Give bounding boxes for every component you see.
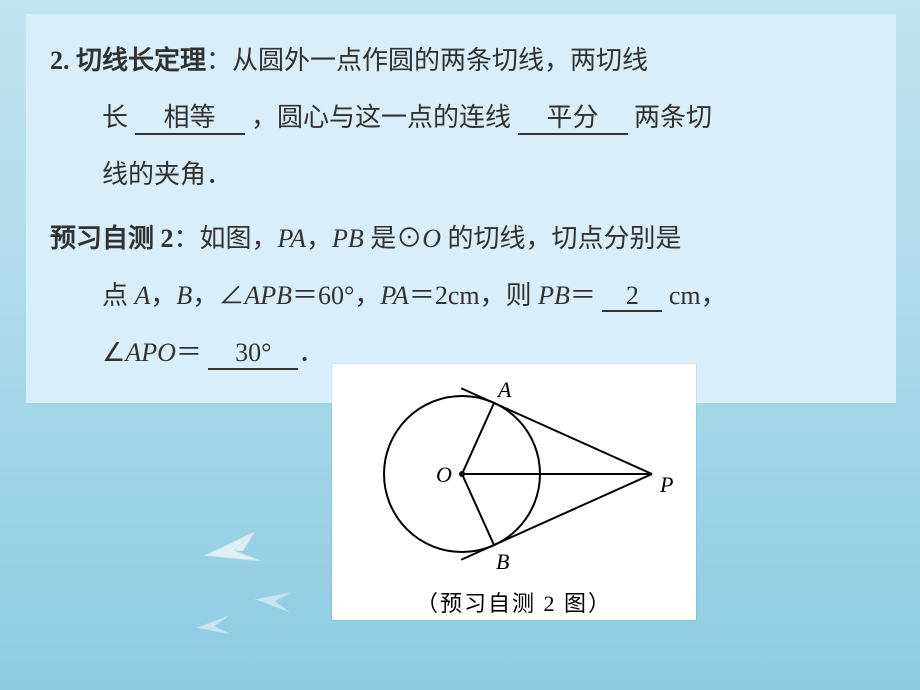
text: ＝60°， [292, 281, 380, 310]
var-PA: PA [380, 281, 408, 310]
text: ＝ [176, 338, 202, 367]
sep: ： [174, 224, 200, 253]
item-title: 切线长定理 [76, 46, 206, 75]
text: 线的夹角． [50, 146, 872, 203]
text: cm， [662, 281, 726, 310]
figure-box: A B O P （预习自测 2 图） [332, 364, 696, 620]
blank-answer-apo: 30° [208, 339, 298, 370]
text: 两条切 [634, 103, 712, 132]
text: ， [306, 224, 332, 253]
tangent-figure: A B O P [332, 364, 696, 584]
item-2: 2. 切线长定理：从圆外一点作圆的两条切线，两切线 长 相等 ，圆心与这一点的连… [50, 32, 872, 204]
figure-caption: （预习自测 2 图） [332, 584, 696, 618]
text: ， [150, 281, 176, 310]
sep: ： [206, 46, 232, 75]
var-PB: PB [332, 224, 364, 253]
paper-plane-decor [253, 587, 297, 618]
var-PA: PA [278, 224, 306, 253]
text: 的切线，切点分别是 [441, 224, 682, 253]
paper-plane-decor [195, 613, 236, 641]
text: 从圆外一点作圆的两条切线，两切线 [232, 46, 648, 75]
preview-selftest-2: 预习自测 2：如图，PA，PB 是⊙O 的切线，切点分别是 点 A，B，∠APB… [50, 210, 872, 382]
blank-answer-equal: 相等 [135, 104, 245, 135]
svg-text:P: P [659, 472, 673, 497]
var-B: B [176, 281, 192, 310]
text: ，∠ [192, 281, 244, 310]
text: 如图， [200, 224, 278, 253]
text: ＝2cm，则 [409, 281, 538, 310]
svg-text:B: B [496, 549, 509, 574]
blank-answer-pb: 2 [602, 282, 662, 313]
text: 长 [102, 103, 128, 132]
svg-text:O: O [436, 462, 452, 487]
var-PB: PB [538, 281, 570, 310]
var-APO: APO [125, 338, 176, 367]
text-card: 2. 切线长定理：从圆外一点作圆的两条切线，两切线 长 相等 ，圆心与这一点的连… [26, 14, 896, 403]
var-O: O [422, 224, 441, 253]
text: ． [298, 338, 324, 367]
text: ，圆心与这一点的连线 [251, 103, 511, 132]
text: ∠ [102, 338, 125, 367]
heading: 预习自测 2 [50, 224, 174, 253]
text: 是⊙ [364, 224, 423, 253]
item-number: 2. [50, 46, 70, 75]
svg-text:A: A [496, 377, 512, 402]
blank-answer-bisect: 平分 [518, 104, 628, 135]
text: ＝ [570, 281, 596, 310]
var-A: A [135, 281, 151, 310]
var-APB: APB [244, 281, 292, 310]
text: 点 [102, 281, 135, 310]
